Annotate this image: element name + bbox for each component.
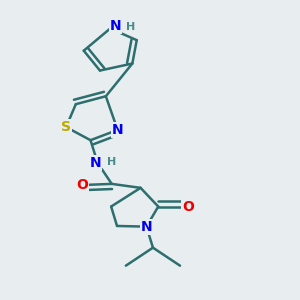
Text: S: S [61,120,71,134]
Text: N: N [110,19,122,33]
Text: O: O [76,178,88,192]
Text: H: H [126,22,135,32]
Text: O: O [182,200,194,214]
Text: N: N [89,156,101,170]
Text: H: H [107,158,116,167]
Text: N: N [141,220,152,234]
Text: N: N [112,123,123,137]
